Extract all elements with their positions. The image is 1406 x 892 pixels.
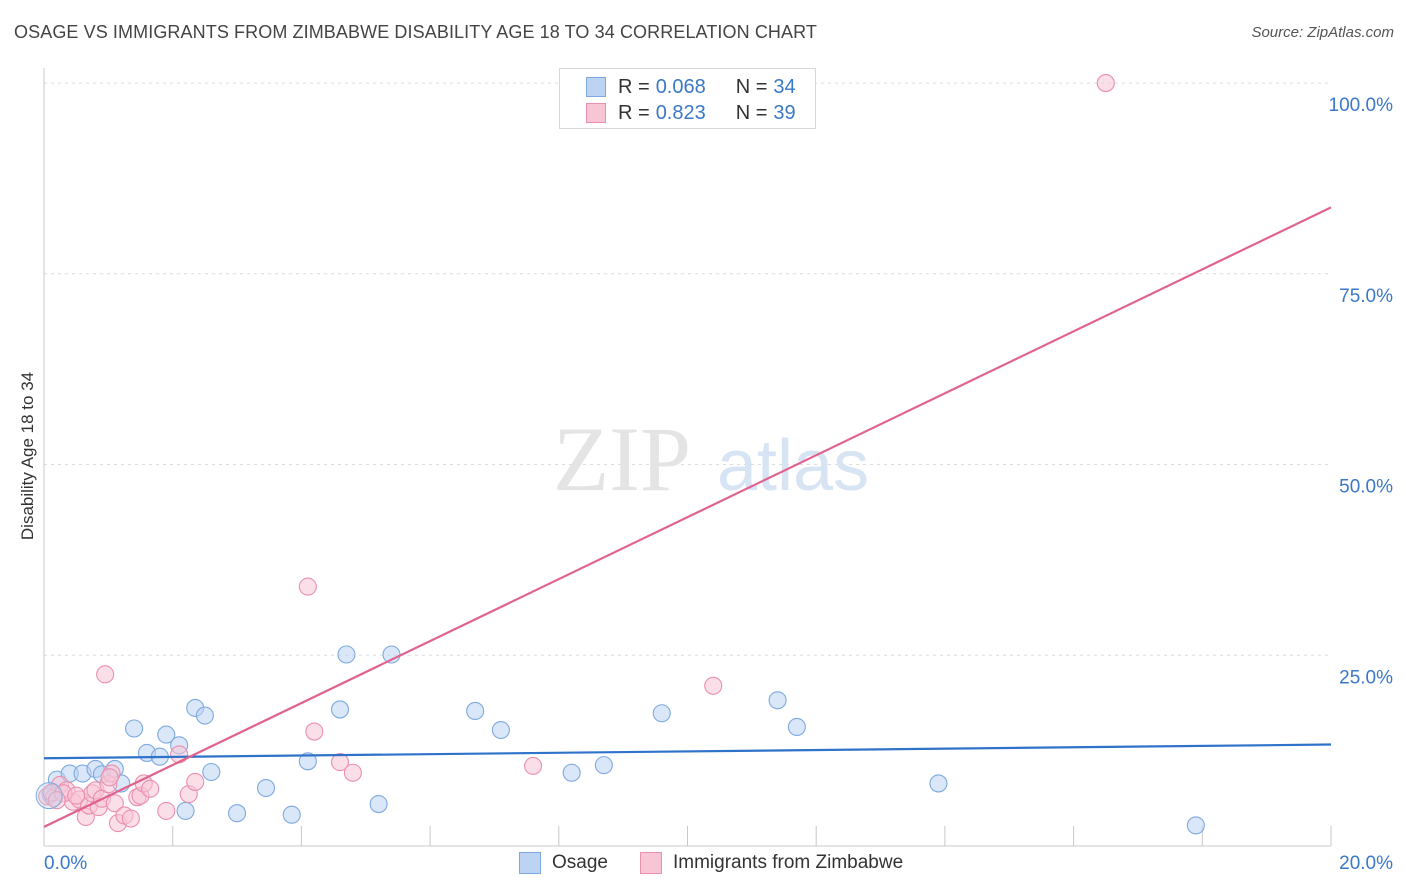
legend-r-label: R = (618, 101, 650, 124)
data-point-zimbabwe (96, 665, 115, 684)
data-point-zimbabwe (305, 722, 324, 741)
legend-n-label: N = (735, 75, 768, 98)
data-point-zimbabwe (1096, 74, 1115, 93)
data-point-zimbabwe (141, 779, 160, 798)
legend-swatch-zimbabwe (586, 103, 606, 123)
trend-line-zimbabwe (43, 206, 1332, 828)
data-point-osage (157, 725, 176, 744)
x-tick-label: 20.0% (1339, 853, 1393, 874)
data-point-osage (787, 717, 806, 737)
data-point-osage (330, 700, 350, 719)
data-point-zimbabwe (330, 753, 350, 772)
y-tick-label: 25.0% (1339, 667, 1393, 688)
legend-r-value-osage: 0.068 (655, 75, 706, 98)
data-point-zimbabwe (704, 676, 723, 695)
y-tick-label: 50.0% (1339, 477, 1393, 498)
bottom-legend-label-osage: Osage (552, 852, 608, 873)
bottom-legend-label-zimbabwe: Immigrants from Zimbabwe (672, 852, 904, 873)
data-point-osage (202, 762, 221, 782)
data-point-osage (562, 763, 581, 782)
data-point-osage (466, 701, 485, 721)
bottom-legend: Osage Immigrants from Zimbabwe (519, 852, 935, 874)
data-point-osage (176, 801, 195, 820)
data-point-zimbabwe (100, 768, 119, 787)
bottom-legend-osage: Osage (519, 852, 608, 874)
y-axis-label: Disability Age 18 to 34 (18, 372, 37, 540)
y-tick-label: 75.0% (1339, 286, 1393, 307)
legend-swatch-osage (586, 77, 606, 97)
data-point-zimbabwe (121, 809, 140, 828)
bottom-legend-zimbabwe: Immigrants from Zimbabwe (639, 852, 904, 874)
data-point-zimbabwe (157, 801, 176, 820)
data-point-osage (768, 691, 787, 710)
data-point-osage (929, 774, 948, 793)
data-point-zimbabwe (170, 745, 189, 764)
y-tick-label: 100.0% (1329, 95, 1394, 116)
bottom-legend-swatch-osage (519, 852, 541, 874)
data-point-zimbabwe (524, 756, 543, 775)
chart-title: OSAGE VS IMMIGRANTS FROM ZIMBABWE DISABI… (14, 22, 817, 42)
data-point-osage (256, 778, 276, 798)
legend-n-value-osage: 34 (773, 75, 796, 98)
data-point-osage (369, 794, 388, 814)
data-point-osage (594, 756, 613, 775)
data-point-osage (125, 719, 144, 738)
x-tick-label: 0.0% (44, 853, 87, 874)
axes (43, 68, 1332, 847)
data-point-osage (491, 720, 510, 740)
data-points (35, 74, 1205, 835)
trend-lines (43, 206, 1332, 828)
legend-r-label: R = (618, 75, 650, 98)
data-point-osage (282, 805, 301, 824)
data-point-zimbabwe (67, 786, 86, 805)
trend-line-osage (43, 743, 1332, 760)
data-point-osage (337, 645, 356, 664)
data-point-cluster-osage (35, 782, 63, 810)
data-point-osage (298, 752, 317, 771)
watermark-zip: ZIP (553, 408, 691, 510)
legend-n-value-zimbabwe: 39 (773, 101, 796, 124)
data-point-osage (195, 706, 214, 725)
data-point-osage (1186, 816, 1205, 835)
data-point-zimbabwe (105, 794, 124, 813)
legend-r-value-zimbabwe: 0.823 (655, 101, 706, 124)
gridlines (44, 82, 1331, 656)
data-point-osage (652, 704, 671, 723)
legend-row-zimbabwe: R = 0.823 N = 39 (586, 101, 796, 125)
source-label: Source: ZipAtlas.com (1251, 24, 1394, 41)
data-point-zimbabwe (47, 791, 66, 810)
data-point-zimbabwe (186, 772, 205, 791)
legend-n-label: N = (735, 101, 768, 124)
bottom-legend-swatch-zimbabwe (639, 852, 662, 874)
data-point-zimbabwe (298, 577, 317, 596)
legend-row-osage: R = 0.068 N = 34 (586, 75, 796, 99)
data-point-zimbabwe (343, 763, 362, 782)
tick-labels: 25.0% 50.0% 75.0% 100.0% 0.0% 20.0% (44, 95, 1393, 874)
data-point-osage (228, 804, 247, 823)
legend: R = 0.068 N = 34 R = 0.823 N = 39 (559, 68, 816, 129)
